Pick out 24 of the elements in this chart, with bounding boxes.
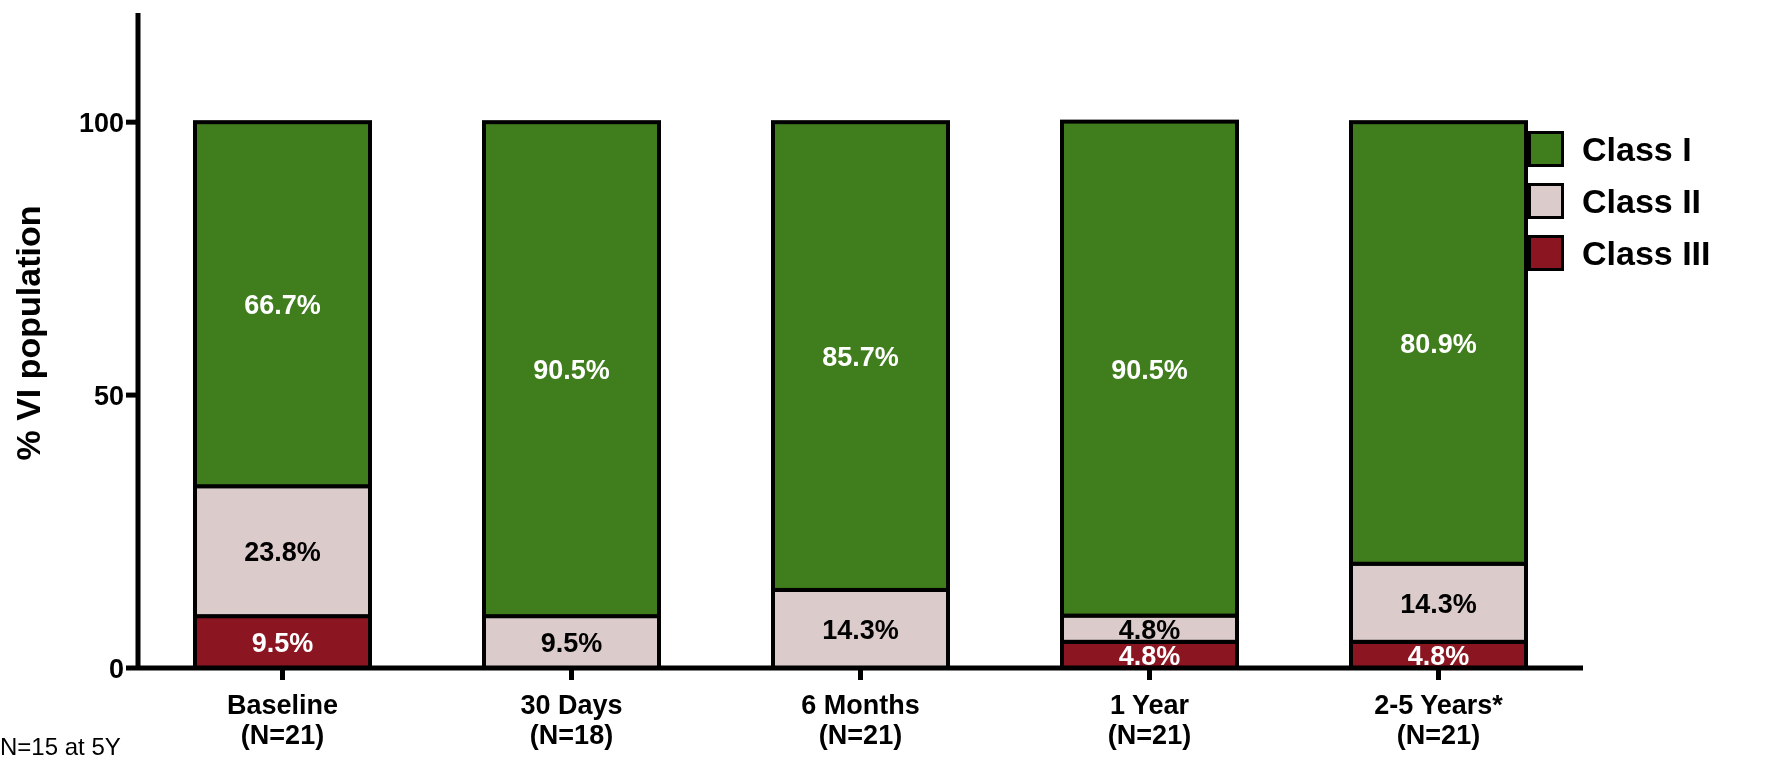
data-label: 90.5%	[533, 355, 610, 386]
data-label: 90.5%	[1111, 354, 1188, 385]
x-tick-label: 30 Days (N=18)	[520, 690, 623, 750]
legend-label: Class I	[1582, 129, 1692, 169]
y-tick-label: 50	[93, 380, 124, 411]
data-label: 14.3%	[1400, 588, 1477, 619]
legend-label: Class III	[1582, 233, 1711, 273]
data-label: 66.7%	[244, 290, 321, 321]
data-label: 4.8%	[1407, 640, 1470, 671]
data-label: 9.5%	[540, 628, 603, 659]
x-tick-label: 2-5 Years* (N=21)	[1374, 690, 1504, 750]
data-label: 9.5%	[251, 628, 314, 659]
data-label: 85.7%	[822, 342, 899, 373]
y-axis-title: % VI population	[9, 205, 48, 461]
data-label: 23.8%	[244, 537, 321, 568]
x-tick-label: 6 Months (N=21)	[801, 690, 920, 750]
data-label: 14.3%	[822, 614, 899, 645]
legend-label: Class II	[1582, 181, 1702, 221]
y-tick-label: 0	[108, 653, 124, 684]
data-label: 80.9%	[1400, 328, 1477, 359]
x-tick-label: 1 Year (N=21)	[1107, 690, 1192, 750]
x-tick-label: Baseline (N=21)	[226, 690, 339, 750]
y-tick-label: 100	[78, 107, 124, 138]
text: N=15 at 5Y	[0, 733, 121, 761]
